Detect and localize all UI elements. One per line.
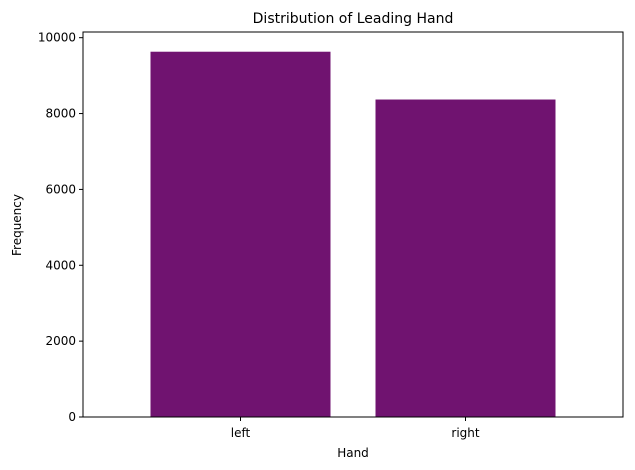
x-tick-label-left: left [231, 426, 251, 440]
y-tick-label-4000: 4000 [45, 258, 76, 272]
plot-area [82, 31, 624, 418]
chart-title: Distribution of Leading Hand [253, 11, 454, 27]
plot-border [82, 31, 624, 418]
x-axis-label: Hand [337, 446, 369, 460]
x-axis: left right [231, 417, 480, 440]
bars-group [150, 51, 556, 418]
x-tick-label-right: right [451, 426, 479, 440]
bar-right [375, 99, 556, 418]
y-tick-label-0: 0 [68, 410, 76, 424]
bar-left [150, 51, 331, 417]
y-tick-label-2000: 2000 [45, 334, 76, 348]
y-tick-label-8000: 8000 [45, 107, 76, 121]
y-tick-label-6000: 6000 [45, 182, 76, 196]
y-axis-label: Frequency [10, 194, 24, 256]
y-axis: 0 2000 4000 6000 8000 10000 [38, 31, 83, 424]
y-tick-label-10000: 10000 [38, 31, 76, 45]
